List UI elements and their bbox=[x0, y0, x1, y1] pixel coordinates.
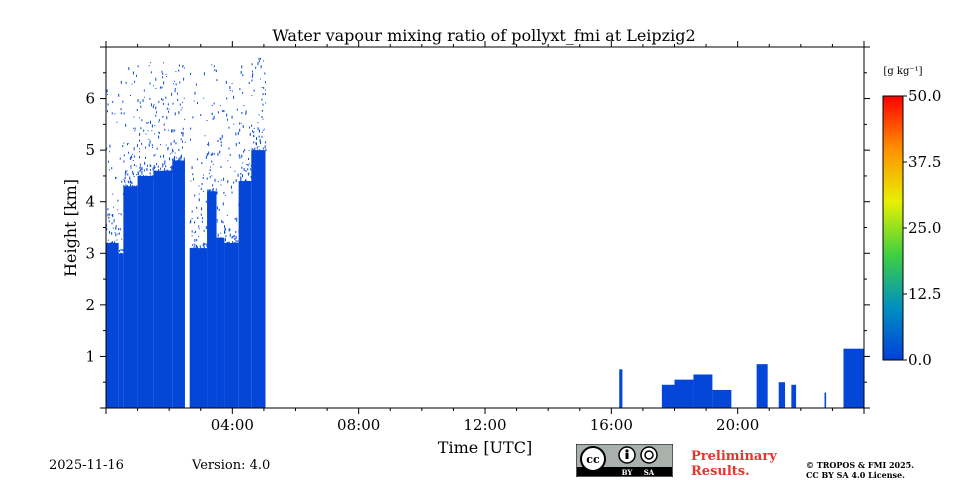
data-segment bbox=[756, 364, 768, 408]
data-segment bbox=[251, 150, 266, 408]
data-segment bbox=[238, 181, 252, 408]
data-segment bbox=[137, 175, 154, 408]
data-segment bbox=[778, 382, 786, 408]
data-segment bbox=[693, 374, 713, 408]
data-segment bbox=[118, 253, 124, 408]
y-axis-label: Height [km] bbox=[61, 179, 80, 277]
copyright-line2: CC BY SA 4.0 License. bbox=[806, 470, 905, 480]
x-tick-label: 12:00 bbox=[463, 416, 506, 434]
preliminary-line2: Results. bbox=[691, 464, 750, 479]
preliminary-results-note: Preliminary Results. bbox=[691, 449, 777, 479]
data-segment bbox=[216, 237, 225, 408]
colorbar-tick-label: 50.0 bbox=[908, 87, 941, 105]
cc-icon: cc bbox=[586, 453, 600, 466]
y-tick-label: 3 bbox=[85, 244, 95, 262]
preliminary-line1: Preliminary bbox=[691, 449, 777, 464]
x-tick-label: 20:00 bbox=[716, 416, 759, 434]
colorbar-tick-label: 25.0 bbox=[908, 219, 941, 237]
colorbar-unit: [g kg⁻¹] bbox=[883, 66, 922, 77]
data-segment bbox=[824, 392, 827, 408]
data-segment bbox=[207, 191, 217, 408]
x-tick-label: 16:00 bbox=[590, 416, 633, 434]
data-segment bbox=[224, 242, 239, 408]
plot-data-layer bbox=[106, 57, 864, 408]
by-label: BY bbox=[622, 468, 634, 477]
footer-version: Version: 4.0 bbox=[192, 458, 271, 473]
x-axis-label: Time [UTC] bbox=[438, 438, 532, 457]
data-segment bbox=[172, 160, 185, 408]
y-tick-label: 5 bbox=[85, 141, 95, 159]
cc-license-badge: cc BY SA bbox=[576, 444, 673, 477]
colorbar bbox=[882, 95, 904, 361]
sa-icon bbox=[640, 446, 658, 464]
colorbar-ticks: 50.0 37.5 25.0 12.5 0.0 bbox=[903, 87, 941, 369]
data-segment bbox=[189, 248, 208, 408]
data-segment bbox=[661, 384, 675, 408]
footer-date: 2025-11-16 bbox=[49, 458, 124, 473]
sa-label: SA bbox=[644, 468, 655, 477]
data-speckles bbox=[106, 57, 267, 256]
colorbar-tick-label: 12.5 bbox=[908, 285, 941, 303]
x-axis: 04:00 08:00 12:00 16:00 20:00 bbox=[105, 41, 865, 434]
data-segment bbox=[123, 186, 138, 408]
x-tick-label: 08:00 bbox=[337, 416, 380, 434]
y-axis: 1 2 3 4 5 6 bbox=[85, 46, 870, 409]
data-segment bbox=[791, 384, 797, 408]
colorbar-tick-label: 37.5 bbox=[908, 153, 941, 171]
data-segment bbox=[106, 242, 119, 408]
y-tick-label: 4 bbox=[85, 193, 95, 211]
data-segment bbox=[619, 369, 623, 408]
y-tick-label: 6 bbox=[85, 90, 95, 108]
x-tick-label: 04:00 bbox=[211, 416, 254, 434]
copyright-note: © TROPOS & FMI 2025. CC BY SA 4.0 Licens… bbox=[806, 460, 914, 480]
data-segment bbox=[712, 389, 732, 408]
data-segment bbox=[153, 170, 173, 408]
y-tick-label: 2 bbox=[85, 296, 95, 314]
y-tick-label: 1 bbox=[85, 347, 95, 365]
copyright-line1: © TROPOS & FMI 2025. bbox=[806, 460, 915, 470]
colorbar-tick-label: 0.0 bbox=[908, 351, 932, 369]
chart-title: Water vapour mixing ratio of pollyxt_fmi… bbox=[272, 26, 695, 45]
data-segment bbox=[674, 379, 694, 408]
data-segment bbox=[843, 348, 864, 408]
